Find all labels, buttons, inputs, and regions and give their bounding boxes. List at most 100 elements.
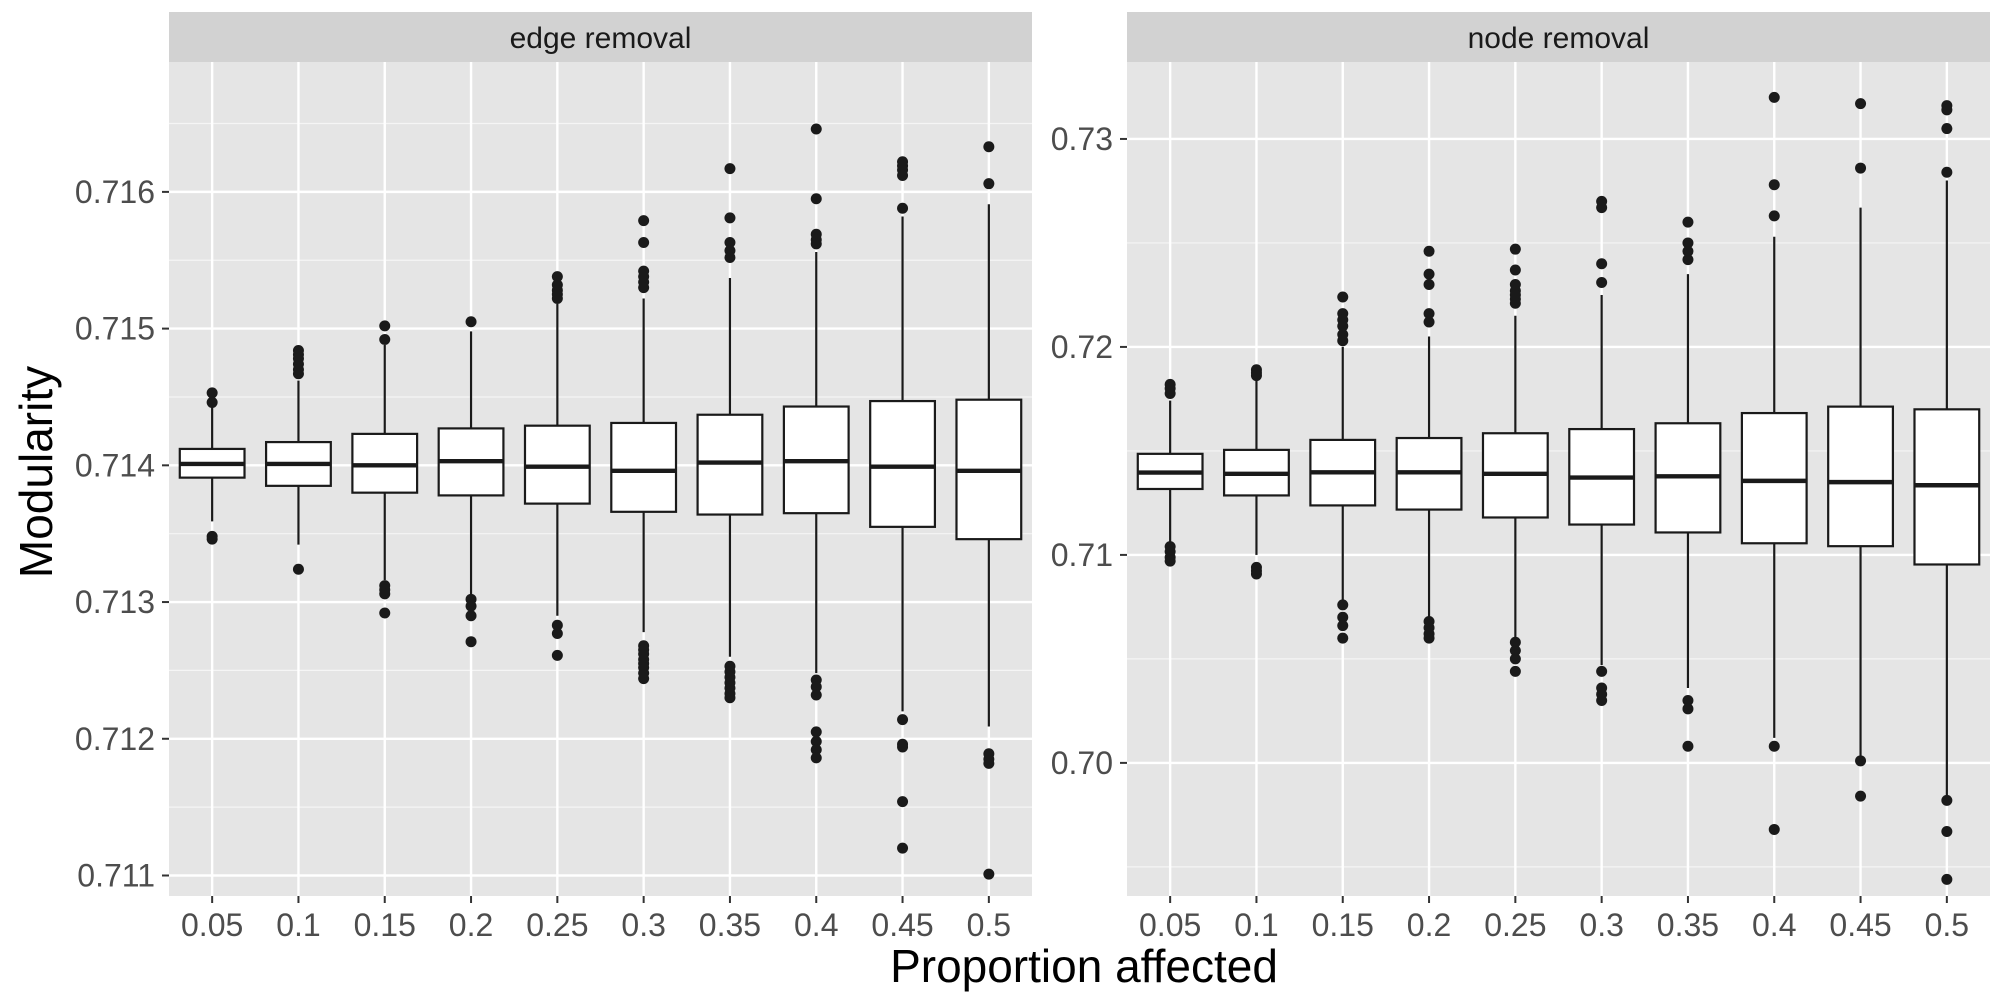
y-tick-label: 0.712 — [75, 721, 155, 757]
y-axis-title: Modularity — [10, 366, 62, 578]
outlier-point — [292, 368, 304, 380]
outlier-point — [1682, 694, 1694, 706]
box-0.05 — [178, 387, 246, 545]
facet-strip — [1127, 12, 1990, 62]
outlier-point — [1337, 599, 1349, 611]
box-0.05 — [1136, 378, 1204, 567]
outlier-point — [379, 320, 391, 332]
outlier-point — [983, 178, 995, 190]
outlier-point — [1682, 254, 1694, 266]
outlier-point — [1423, 279, 1435, 291]
outlier-point — [1250, 370, 1262, 382]
outlier-point — [551, 627, 563, 639]
box-iqr — [610, 421, 678, 513]
outlier-point — [1768, 823, 1780, 835]
outlier-point — [1509, 665, 1521, 677]
outlier-point — [983, 757, 995, 769]
outlier-point — [1855, 98, 1867, 110]
outlier-point — [810, 744, 822, 756]
outlier-point — [810, 726, 822, 738]
y-tick-label: 0.71 — [1051, 537, 1113, 573]
y-tick-label: 0.73 — [1051, 121, 1113, 157]
outlier-point — [1941, 873, 1953, 885]
box-iqr — [1740, 411, 1808, 545]
x-tick-label: 0.25 — [1484, 907, 1546, 943]
box-0.2 — [437, 316, 505, 648]
outlier-point — [551, 619, 563, 631]
outlier-point — [1682, 740, 1694, 752]
outlier-point — [897, 202, 909, 214]
x-tick-label: 0.5 — [1925, 907, 1969, 943]
outlier-point — [1855, 162, 1867, 174]
box-0.4 — [782, 123, 850, 764]
x-tick-label: 0.4 — [1752, 907, 1796, 943]
x-tick-label: 0.1 — [276, 907, 320, 943]
x-tick-label: 0.45 — [1829, 907, 1891, 943]
outlier-point — [1596, 276, 1608, 288]
y-tick-label: 0.716 — [75, 174, 155, 210]
outlier-point — [1337, 611, 1349, 623]
outlier-point — [983, 141, 995, 153]
x-tick-label: 0.5 — [967, 907, 1011, 943]
outlier-point — [1509, 645, 1521, 657]
outlier-point — [1423, 268, 1435, 280]
outlier-point — [1768, 91, 1780, 103]
x-tick-label: 0.35 — [699, 907, 761, 943]
outlier-point — [1423, 316, 1435, 328]
outlier-point — [810, 689, 822, 701]
outlier-point — [465, 610, 477, 622]
outlier-point — [551, 649, 563, 661]
outlier-point — [292, 563, 304, 575]
outlier-point — [1337, 291, 1349, 303]
x-tick-label: 0.2 — [449, 907, 493, 943]
outlier-point — [1337, 320, 1349, 332]
facet-title: edge removal — [510, 22, 692, 55]
outlier-point — [897, 796, 909, 808]
outlier-point — [1509, 243, 1521, 255]
outlier-point — [1337, 620, 1349, 632]
x-axis-title: Proportion affected — [890, 940, 1278, 992]
outlier-point — [379, 588, 391, 600]
box-0.15 — [351, 320, 419, 619]
outlier-point — [1941, 123, 1953, 135]
x-tick-label: 0.15 — [1312, 907, 1374, 943]
outlier-point — [810, 238, 822, 250]
box-0.3 — [610, 215, 678, 685]
outlier-point — [638, 282, 650, 294]
box-0.25 — [1481, 243, 1549, 677]
outlier-point — [1682, 245, 1694, 257]
outlier-point — [724, 692, 736, 704]
outlier-point — [1164, 555, 1176, 567]
x-tick-label: 0.25 — [526, 907, 588, 943]
outlier-point — [1941, 826, 1953, 838]
outlier-point — [810, 736, 822, 748]
outlier-point — [1855, 755, 1867, 767]
outlier-point — [724, 163, 736, 175]
x-tick-label: 0.1 — [1234, 907, 1278, 943]
panel-edge-removal: edge removal 0.711 0.712 0.713 0.714 0.715 0.7… — [75, 12, 1032, 943]
y-tick-label: 0.72 — [1051, 329, 1113, 365]
x-tick-label: 0.4 — [794, 907, 838, 943]
facet-strip — [169, 12, 1032, 62]
outlier-point — [1250, 568, 1262, 580]
box-0.45 — [1827, 98, 1895, 802]
outlier-point — [897, 842, 909, 854]
outlier-point — [724, 236, 736, 248]
outlier-point — [983, 868, 995, 880]
outlier-point — [897, 169, 909, 181]
outlier-point — [724, 252, 736, 264]
box-iqr — [869, 399, 937, 528]
outlier-point — [1337, 335, 1349, 347]
outlier-point — [1337, 632, 1349, 644]
box-0.15 — [1309, 291, 1377, 644]
facet-title: node removal — [1468, 22, 1650, 55]
outlier-point — [1768, 179, 1780, 191]
y-tick-label: 0.711 — [77, 857, 155, 893]
outlier-point — [810, 193, 822, 205]
outlier-point — [1682, 237, 1694, 249]
outlier-point — [1164, 388, 1176, 400]
outlier-point — [465, 636, 477, 648]
outlier-point — [1423, 632, 1435, 644]
